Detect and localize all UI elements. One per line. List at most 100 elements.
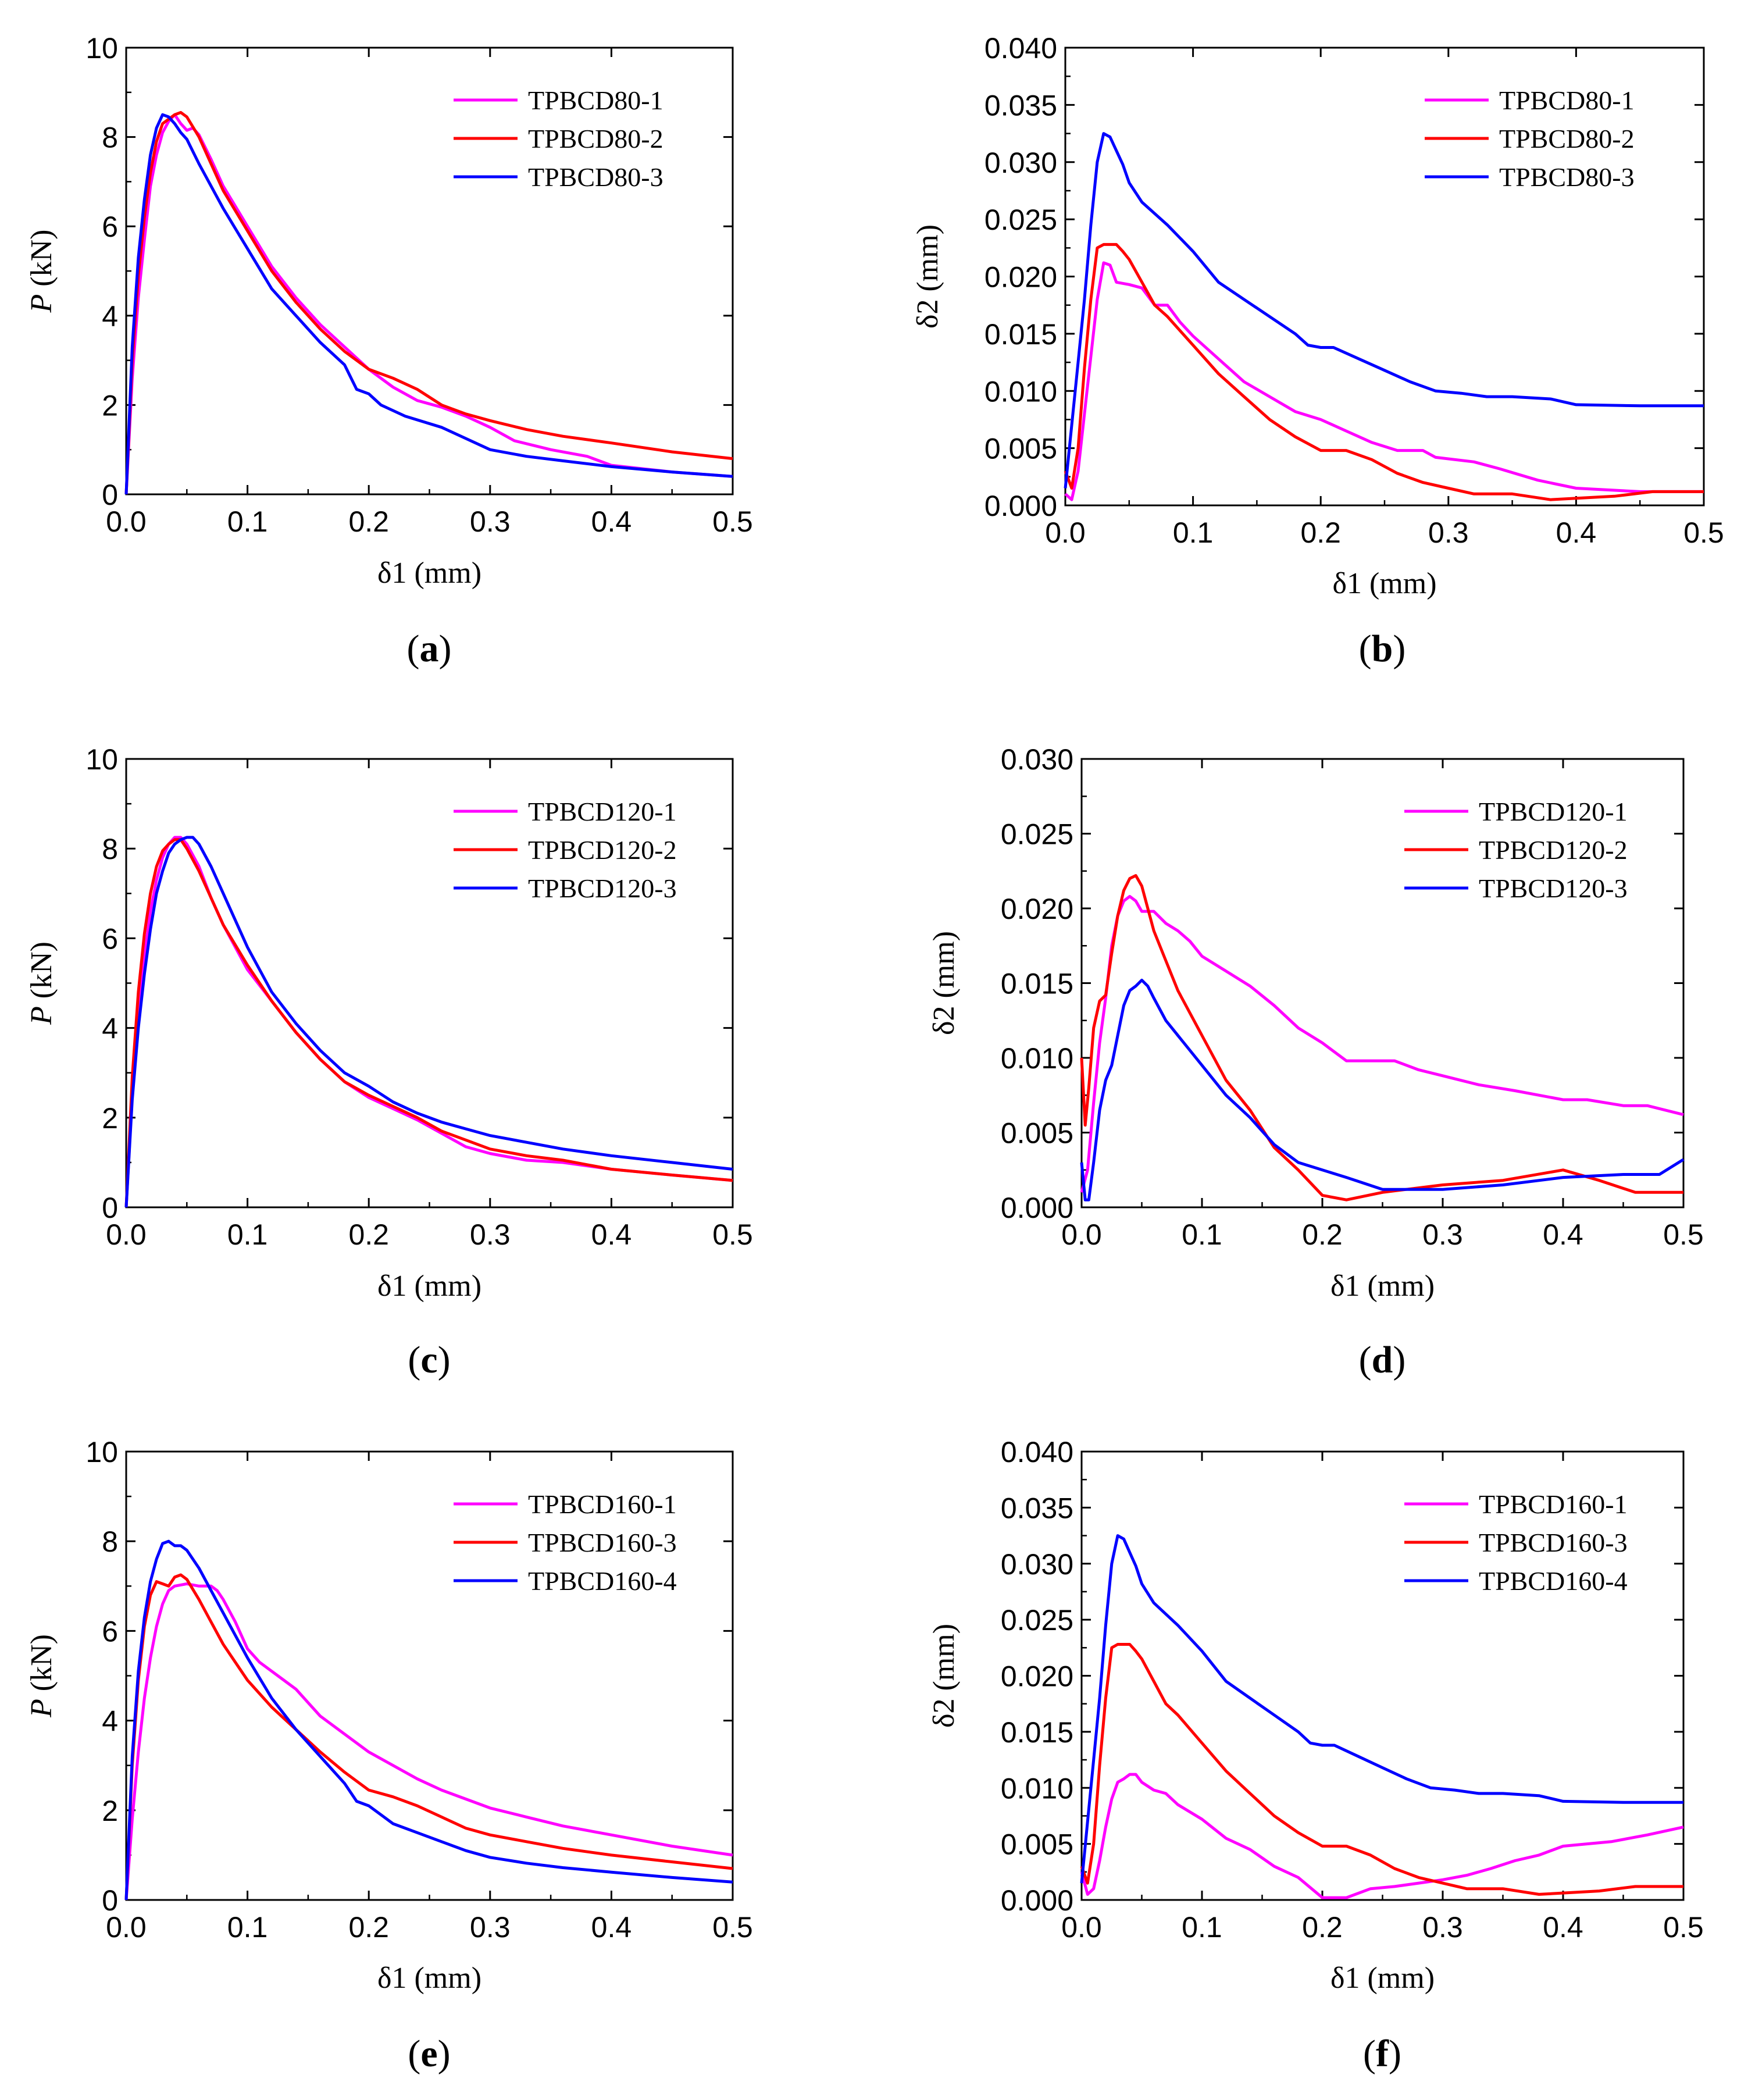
- x-tick-label: 0.0: [1045, 516, 1086, 549]
- y-tick-label: 4: [102, 1705, 118, 1738]
- series-line-tpbcd120-3: [124, 836, 733, 1208]
- y-tick-label: 6: [102, 211, 118, 243]
- y-axis-label-unit: δ2 (mm): [927, 931, 961, 1035]
- y-tick-label: 0.025: [1001, 1604, 1073, 1636]
- x-tick-label: 0.2: [1302, 1218, 1343, 1251]
- series-line-tpbcd160-3: [124, 1573, 733, 1901]
- x-axis-label: δ1 (mm): [377, 557, 481, 590]
- y-tick-label: 0.000: [984, 490, 1057, 522]
- x-tick-label: 0.3: [470, 505, 511, 538]
- chart-panel-b: 0.0 0.1 0.2 0.3 0.4 0.5 0.000 0.005 0.010 0.015 0.…: [911, 32, 1724, 670]
- series-line-tpbcd80-1: [1064, 261, 1704, 501]
- y-tick-label: 0.020: [984, 261, 1057, 294]
- y-tick-label: 0.020: [1001, 1660, 1073, 1693]
- series-line-tpbcd80-2: [124, 110, 733, 495]
- caption-letter: a: [420, 627, 439, 670]
- x-axis-label: δ1 (mm): [1332, 567, 1436, 600]
- x-tick-label: 0.2: [1302, 1911, 1343, 1944]
- y-tick-label: 0.015: [984, 318, 1057, 351]
- x-tick-label: 0.4: [591, 1911, 632, 1944]
- caption-open-paren: (: [1359, 627, 1372, 670]
- y-tick-label: 0.025: [1001, 818, 1073, 851]
- x-tick-label: 0.4: [591, 505, 632, 538]
- x-tick-label: 0.0: [106, 1218, 147, 1251]
- series-line-tpbcd120-2: [1080, 874, 1683, 1201]
- legend-label: TPBCD80-1: [1499, 85, 1635, 115]
- caption-letter: e: [420, 2033, 437, 2075]
- x-tick-label: 0.5: [1663, 1218, 1704, 1251]
- legend-label: TPBCD120-2: [528, 835, 677, 865]
- y-tick-label: 10: [85, 32, 118, 65]
- y-tick-label: 0.010: [1001, 1042, 1073, 1075]
- x-tick-label: 0.1: [227, 1911, 268, 1944]
- series-line-tpbcd160-4: [1080, 1534, 1683, 1884]
- y-tick-label: 0.020: [1001, 893, 1073, 925]
- caption-letter: b: [1372, 627, 1393, 670]
- legend-label: TPBCD160-3: [528, 1528, 677, 1557]
- chart-panel-e: 0.0 0.1 0.2 0.3 0.4 0.5 0 2 4 6 8 10 TPBCD160-1 TPBCD…: [25, 1436, 753, 2075]
- legend-label: TPBCD80-3: [528, 162, 663, 192]
- panel-caption: (a): [407, 627, 452, 670]
- caption-open-paren: (: [408, 2033, 420, 2075]
- x-tick-label: 0.1: [227, 1218, 268, 1251]
- x-tick-label: 0.0: [1061, 1911, 1102, 1944]
- legend-label: TPBCD120-1: [1479, 797, 1628, 826]
- series-line-tpbcd160-1: [1080, 1773, 1684, 1899]
- y-tick-label: 10: [85, 743, 118, 776]
- y-tick-label: 0.010: [984, 375, 1057, 408]
- series-line-tpbcd120-2: [124, 838, 733, 1208]
- y-axis-label-symbol: P: [25, 1699, 58, 1718]
- legend-label: TPBCD160-3: [1479, 1528, 1628, 1557]
- y-axis-label-unit: (kN): [25, 230, 58, 294]
- y-tick-label: 0.005: [984, 433, 1057, 465]
- y-axis-label-unit: δ2 (mm): [911, 224, 944, 329]
- legend-label: TPBCD160-4: [1479, 1566, 1628, 1596]
- x-axis-label: δ1 (mm): [1330, 1962, 1435, 1995]
- y-tick-label: 0.030: [984, 147, 1057, 179]
- y-axis-label-unit: δ2 (mm): [927, 1624, 961, 1728]
- x-tick-label: 0.5: [712, 1218, 753, 1251]
- x-tick-label: 0.3: [1422, 1911, 1463, 1944]
- series-line-tpbcd120-1: [1080, 894, 1684, 1193]
- x-tick-label: 0.4: [1556, 516, 1597, 549]
- x-tick-label: 0.2: [348, 1911, 389, 1944]
- y-tick-label: 0.025: [984, 204, 1057, 236]
- x-tick-label: 0.4: [1543, 1218, 1583, 1251]
- caption-close-paren: ): [1389, 2033, 1401, 2075]
- caption-letter: f: [1376, 2033, 1389, 2075]
- caption-open-paren: (: [1363, 2033, 1376, 2075]
- legend-label: TPBCD80-2: [528, 124, 663, 154]
- series-line-tpbcd160-1: [124, 1582, 733, 1901]
- legend-label: TPBCD160-4: [528, 1566, 677, 1596]
- caption-close-paren: ): [438, 1339, 451, 1381]
- y-tick-label: 0.030: [1001, 1548, 1073, 1581]
- y-axis-label-symbol: P: [25, 1006, 58, 1025]
- series-line-tpbcd160-3: [1080, 1643, 1683, 1896]
- x-axis-label: δ1 (mm): [1330, 1270, 1435, 1303]
- x-tick-label: 0.0: [106, 505, 147, 538]
- series-line-tpbcd120-3: [1080, 978, 1685, 1201]
- legend-label: TPBCD160-1: [1479, 1489, 1628, 1519]
- legend-label: TPBCD120-1: [528, 797, 677, 826]
- x-tick-label: 0.5: [1663, 1911, 1704, 1944]
- y-tick-label: 0.000: [1001, 1192, 1073, 1224]
- panel-caption: (c): [408, 1339, 450, 1381]
- y-axis-label-unit: (kN): [25, 942, 58, 1006]
- y-tick-label: 0: [102, 1192, 118, 1224]
- y-axis-label-symbol: P: [25, 294, 58, 313]
- panel-caption: (b): [1359, 627, 1406, 670]
- chart-panel-a: 0.0 0.1 0.2 0.3 0.4 0.5 0 2 4 6 8 10 TPBCD80-1 TPBCD8…: [25, 32, 753, 670]
- legend-label: TPBCD160-1: [528, 1489, 677, 1519]
- x-tick-label: 0.1: [1173, 516, 1214, 549]
- y-tick-label: 0.035: [1001, 1492, 1073, 1524]
- x-tick-label: 0.1: [1182, 1911, 1222, 1944]
- y-tick-label: 8: [102, 122, 118, 154]
- y-axis-label: δ2 (mm): [911, 224, 944, 329]
- plot-frame: [1064, 47, 1705, 507]
- x-tick-label: 0.2: [348, 1218, 389, 1251]
- y-axis-label: δ2 (mm): [927, 931, 961, 1035]
- caption-close-paren: ): [438, 2033, 451, 2075]
- x-tick-label: 0.3: [1422, 1218, 1463, 1251]
- series-line-tpbcd80-2: [1064, 243, 1704, 501]
- chart-panel-f: 0.0 0.1 0.2 0.3 0.4 0.5 0.000 0.005 0.010 0.015 0.…: [927, 1436, 1704, 2075]
